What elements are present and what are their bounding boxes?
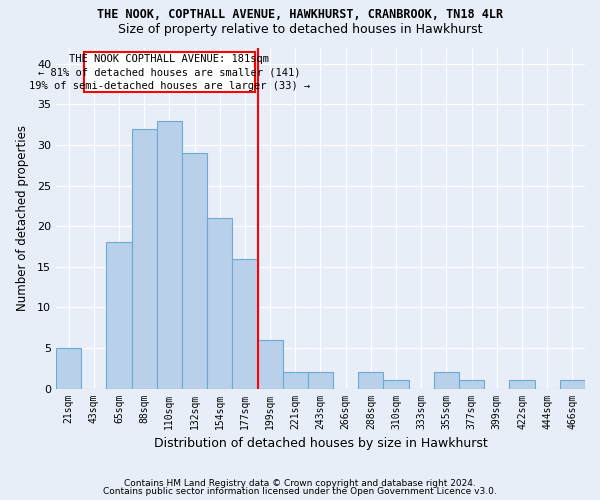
- Bar: [283, 372, 308, 388]
- Bar: [131, 128, 157, 388]
- Text: 19% of semi-detached houses are larger (33) →: 19% of semi-detached houses are larger (…: [29, 80, 310, 90]
- Bar: [308, 372, 333, 388]
- Bar: [509, 380, 535, 388]
- Text: THE NOOK, COPTHALL AVENUE, HAWKHURST, CRANBROOK, TN18 4LR: THE NOOK, COPTHALL AVENUE, HAWKHURST, CR…: [97, 8, 503, 20]
- Bar: [358, 372, 383, 388]
- Bar: [56, 348, 81, 389]
- Text: THE NOOK COPTHALL AVENUE: 181sqm: THE NOOK COPTHALL AVENUE: 181sqm: [70, 54, 269, 64]
- Bar: [232, 258, 257, 388]
- Y-axis label: Number of detached properties: Number of detached properties: [16, 125, 29, 311]
- X-axis label: Distribution of detached houses by size in Hawkhurst: Distribution of detached houses by size …: [154, 437, 487, 450]
- Bar: [434, 372, 459, 388]
- Bar: [257, 340, 283, 388]
- Bar: [157, 120, 182, 388]
- Bar: [207, 218, 232, 388]
- Bar: [106, 242, 131, 388]
- Bar: [560, 380, 585, 388]
- Text: Contains HM Land Registry data © Crown copyright and database right 2024.: Contains HM Land Registry data © Crown c…: [124, 478, 476, 488]
- Text: ← 81% of detached houses are smaller (141): ← 81% of detached houses are smaller (14…: [38, 67, 301, 77]
- Bar: [459, 380, 484, 388]
- Bar: [383, 380, 409, 388]
- Text: Contains public sector information licensed under the Open Government Licence v3: Contains public sector information licen…: [103, 487, 497, 496]
- Bar: [182, 153, 207, 388]
- Text: Size of property relative to detached houses in Hawkhurst: Size of property relative to detached ho…: [118, 22, 482, 36]
- FancyBboxPatch shape: [83, 52, 255, 92]
